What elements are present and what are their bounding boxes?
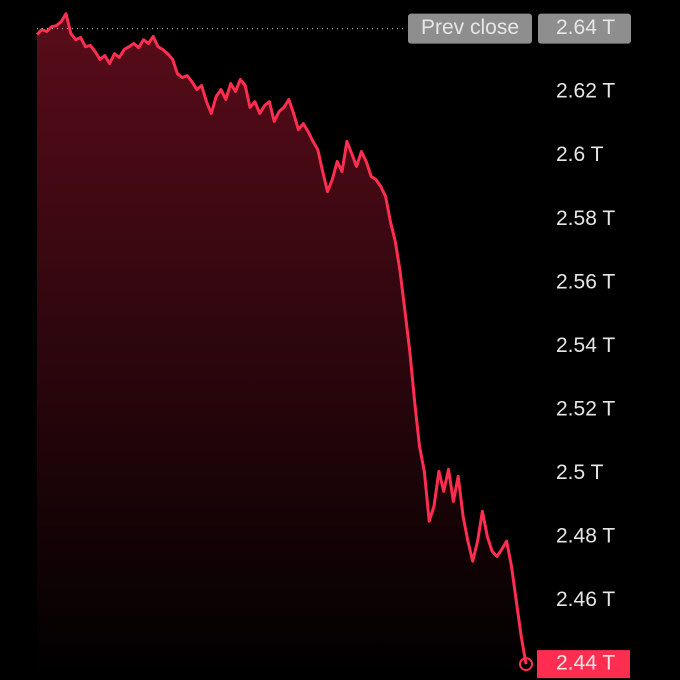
- prev-close-value-tag: [538, 13, 631, 44]
- area: [37, 13, 526, 680]
- y-tick-label: 2.48 T: [556, 525, 615, 548]
- current-dot: [519, 657, 533, 672]
- prev-close-value: 2.64 T: [556, 16, 615, 39]
- line: [35, 12, 528, 665]
- y-tick-label: 2.6 T: [556, 143, 604, 166]
- current-value: 2.44 T: [556, 652, 615, 675]
- y-tick-label: 2.52 T: [556, 397, 615, 420]
- current-tag: [537, 650, 630, 679]
- y-tick-label: 2.62 T: [556, 80, 615, 103]
- y-tick-label: 2.56 T: [556, 270, 615, 293]
- y-tick-label: 2.58 T: [556, 207, 615, 230]
- y-tick-label: 2.5 T: [556, 461, 604, 484]
- prev-close-tag: [408, 13, 532, 44]
- prev-close-name: Prev close: [421, 16, 519, 39]
- y-tick-label: 2.54 T: [556, 334, 615, 357]
- y-tick-label: 2.46 T: [556, 588, 615, 611]
